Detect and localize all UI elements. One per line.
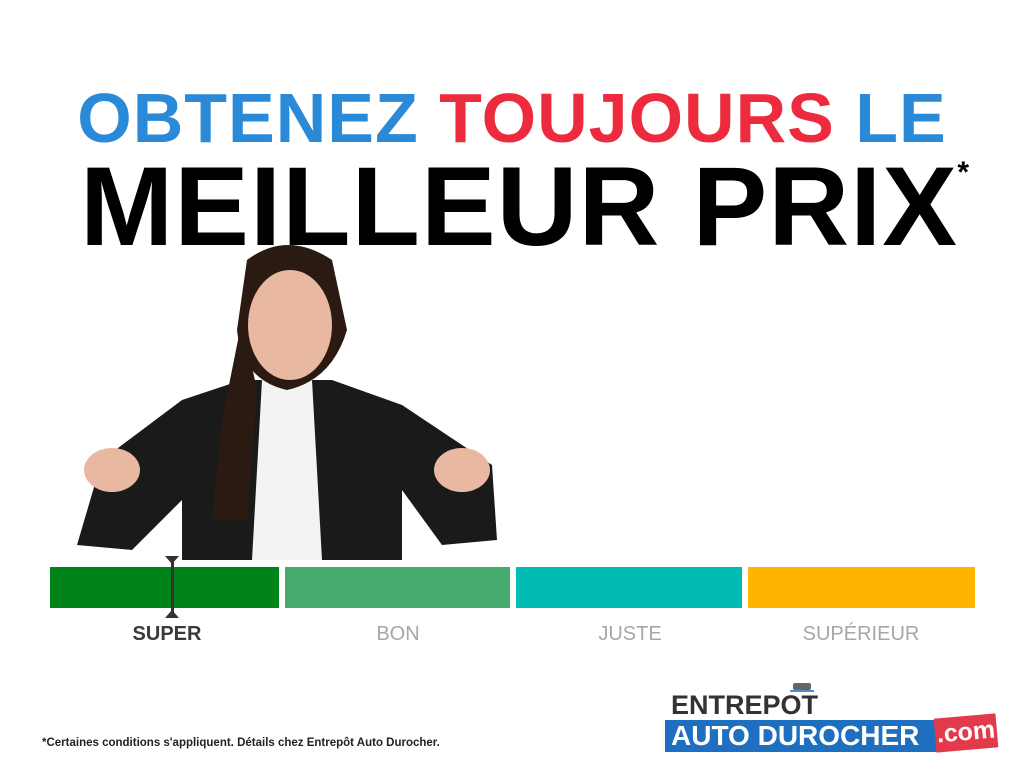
logo-line2: AUTO DUROCHER	[665, 720, 937, 752]
headline-word-obtenez: OBTENEZ	[77, 79, 419, 157]
scale-segment-juste	[516, 567, 742, 608]
headline-line1: OBTENEZ TOUJOURS LE	[0, 78, 1024, 158]
scale-label-super: SUPER	[132, 623, 202, 645]
disclaimer: *Certaines conditions s'appliquent. Déta…	[42, 737, 440, 749]
car-icon	[790, 683, 814, 692]
logo: ENTREPOT AUTO DUROCHER .com	[665, 680, 1000, 760]
headline-line2: MEILLEUR PRIX *	[80, 142, 969, 271]
headline-meilleur-prix: MEILLEUR PRIX	[80, 144, 958, 269]
scale-label-juste: JUSTE	[598, 623, 662, 645]
asterisk: *	[957, 156, 970, 189]
scale-segment-super	[50, 567, 279, 608]
headline-word-toujours: TOUJOURS	[439, 79, 835, 157]
logo-suffix: .com	[933, 713, 999, 753]
scale-label-bon: BON	[376, 623, 420, 645]
scale-label-superieur: SUPÉRIEUR	[802, 623, 920, 645]
logo-line1: ENTREPOT	[671, 690, 819, 720]
scale-segment-bon	[285, 567, 510, 608]
woman-pointing-image	[77, 245, 497, 560]
price-marker	[165, 556, 179, 618]
headline-word-le: LE	[855, 79, 947, 157]
scale-segment-superieur	[748, 567, 975, 608]
